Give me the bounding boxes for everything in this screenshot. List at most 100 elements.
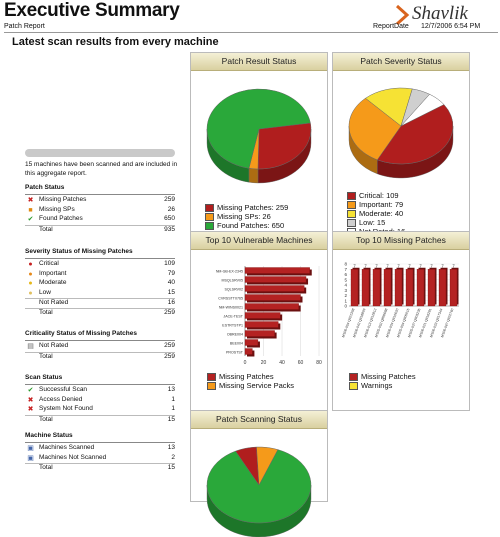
status-row: ● Moderate 40	[25, 279, 175, 288]
row-label: Missing SPs	[39, 205, 75, 213]
row-label: Critical	[39, 260, 59, 267]
y-tick-label: 1	[344, 298, 347, 303]
row-label: Found Patches	[39, 215, 83, 223]
status-row: Total 259	[25, 308, 175, 318]
legend-label: Low: 15	[359, 218, 386, 228]
row-label: Total	[39, 309, 53, 316]
status-row: ● Important 79	[25, 270, 175, 279]
section-title: Machine Status	[25, 432, 73, 439]
legend-label: Missing Patches	[219, 372, 274, 381]
category-label: MSQLSRV05	[221, 279, 243, 283]
section-divider	[25, 194, 175, 195]
row-value: 259	[164, 342, 175, 349]
status-row: ✔ Successful Scan 13	[25, 386, 175, 395]
status-row: ✖ System Not Found 1	[25, 405, 175, 414]
row-label: Total	[39, 464, 53, 472]
legend-label: Critical: 109	[359, 191, 399, 200]
status-row: ▣ Machines Scanned 13	[25, 444, 175, 453]
flag-icon: ▤	[27, 343, 34, 350]
legend-item: Missing Service Packs	[207, 381, 319, 391]
patch-severity-pie	[348, 87, 454, 179]
bar	[244, 348, 253, 355]
section-title: Scan Status	[25, 374, 63, 381]
legend-label: Missing Patches	[361, 372, 416, 381]
status-row: Total 935	[25, 224, 175, 235]
y-tick-label: 0	[344, 304, 347, 309]
bar	[244, 312, 281, 319]
panel-title: Patch Scanning Status	[191, 411, 327, 429]
row-label: Total	[39, 352, 53, 360]
bar	[438, 269, 447, 307]
patch-result-pie	[206, 88, 312, 184]
bar	[405, 269, 414, 307]
data-label: 7	[364, 263, 367, 268]
legend-swatch	[207, 382, 216, 391]
bar	[394, 269, 403, 307]
row-value: 259	[164, 352, 175, 360]
category-label: JACE-TEST	[223, 315, 243, 319]
data-label: 7	[386, 263, 389, 268]
legend-swatch	[349, 382, 358, 391]
status-row: Total 259	[25, 351, 175, 362]
page-subtitle: Latest scan results from every machine	[12, 36, 219, 48]
row-value: 935	[164, 225, 175, 233]
bar	[449, 269, 458, 307]
bar	[427, 269, 436, 307]
category-label: BEE004	[230, 342, 243, 346]
x-icon: ✖	[27, 197, 34, 204]
top-missing-legend: Missing Patches Warnings	[349, 372, 461, 391]
panel-title: Top 10 Missing Patches	[333, 232, 469, 250]
legend-item: Found Patches: 650	[205, 221, 317, 231]
critical-icon: ●	[28, 261, 33, 268]
x-tick-label: 20	[261, 360, 267, 366]
y-tick-label: 5	[344, 277, 347, 282]
bar	[244, 303, 299, 310]
row-value: 2	[171, 453, 175, 461]
status-row: Not Rated 16	[25, 298, 175, 308]
status-row: ● Low 15	[25, 289, 175, 298]
section-divider	[25, 340, 175, 341]
pie-slice	[257, 122, 312, 170]
data-label: 7	[397, 263, 400, 268]
y-tick-label: 2	[344, 293, 347, 298]
legend-label: Found Patches: 650	[217, 221, 285, 231]
panel-scanning: Patch Scanning Status	[190, 410, 328, 537]
pie-slice	[348, 97, 402, 161]
row-label: Missing Patches	[39, 196, 87, 203]
panel-title: Top 10 Vulnerable Machines	[191, 232, 327, 250]
status-row: ▣ Machines Not Scanned 2	[25, 454, 175, 463]
scanning-pie	[206, 446, 312, 537]
pie-slice	[365, 87, 413, 127]
category-label: CVRSSTT0765	[218, 297, 243, 301]
row-value: 15	[167, 464, 175, 472]
legend-swatch	[347, 210, 356, 219]
bar	[372, 269, 381, 307]
top-machines-chart: 0 20 40 60 80 NM-GB-EX-2345 MSQLSRV05 SQLSRV02 C…	[216, 266, 322, 366]
bar	[244, 267, 310, 274]
top-machines-legend: Missing Patches Missing Service Packs	[207, 372, 319, 391]
row-label: System Not Found	[39, 405, 93, 413]
data-label: 7	[430, 263, 433, 268]
check-icon: ✔	[27, 387, 34, 394]
bar	[244, 285, 305, 292]
row-value: 13	[167, 386, 175, 393]
summary-bar	[25, 149, 175, 157]
pie-slice	[206, 88, 311, 169]
legend-item: Missing SPs: 26	[205, 212, 317, 222]
row-label: Total	[39, 225, 53, 233]
patch-severity-legend: Critical: 109 Important: 79 Moderate: 40 Lo…	[347, 191, 459, 237]
legend-item: Moderate: 40	[347, 209, 459, 219]
page-title: Executive Summary	[4, 0, 180, 21]
row-value: 26	[167, 205, 175, 213]
panel-patch-severity: Patch Severity Status Critical: 109 Impor…	[332, 52, 470, 251]
category-label: MS06-067 Q922760	[440, 308, 454, 338]
row-label: Access Denied	[39, 395, 83, 403]
legend-item: Low: 15	[347, 218, 459, 228]
status-row: ✖ Access Denied 1	[25, 396, 175, 405]
legend-swatch	[207, 373, 216, 382]
x-tick-label: 60	[298, 360, 304, 366]
y-tick-label: 4	[344, 283, 347, 288]
logo-text: Shavlik	[412, 3, 468, 24]
section-title: Criticality Status of Missing Patches	[25, 330, 137, 337]
bar	[244, 330, 275, 337]
